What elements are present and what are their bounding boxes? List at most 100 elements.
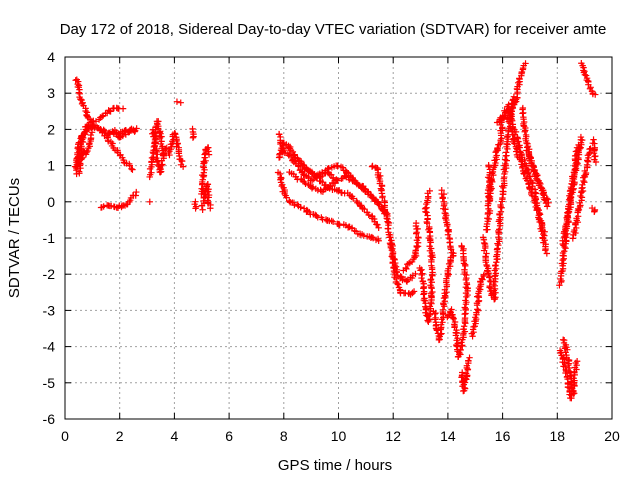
data-point	[541, 228, 548, 235]
data-point	[178, 157, 186, 165]
data-point	[421, 205, 429, 212]
data-point	[418, 274, 425, 282]
data-point	[177, 99, 184, 106]
data-point	[289, 157, 296, 164]
data-point	[508, 117, 516, 124]
data-point	[420, 291, 427, 298]
data-point	[562, 349, 569, 356]
data-point	[368, 233, 376, 241]
data-point	[535, 180, 543, 187]
data-point	[334, 177, 341, 184]
data-point	[587, 84, 594, 91]
data-point	[427, 276, 435, 283]
data-point	[450, 315, 457, 322]
data-point	[75, 168, 83, 175]
data-point	[524, 143, 532, 150]
data-point	[544, 196, 551, 203]
data-point	[485, 162, 492, 169]
data-point	[577, 133, 585, 141]
data-point	[154, 151, 161, 158]
data-point	[544, 203, 551, 210]
data-point	[129, 166, 136, 173]
y-tick-label: 2	[47, 121, 55, 137]
data-point	[545, 199, 552, 207]
data-point	[152, 147, 160, 154]
data-point	[491, 273, 499, 280]
data-point	[420, 285, 427, 292]
data-point	[484, 226, 491, 233]
data-point	[87, 119, 94, 126]
data-point	[536, 179, 543, 186]
data-point	[369, 193, 376, 201]
x-tick-label: 10	[331, 428, 347, 444]
data-point	[301, 165, 308, 173]
data-point	[384, 218, 391, 225]
data-point	[577, 192, 584, 200]
data-point	[90, 122, 98, 129]
data-point	[466, 354, 473, 361]
data-point	[515, 143, 522, 151]
data-point	[349, 177, 356, 185]
x-tick-label: 0	[61, 428, 69, 444]
data-point	[349, 195, 357, 202]
data-points	[71, 60, 600, 402]
data-point	[105, 138, 112, 145]
data-point	[276, 170, 284, 178]
data-point	[592, 91, 599, 98]
y-tick-label: -6	[43, 411, 56, 427]
data-point	[389, 259, 396, 267]
data-point	[199, 206, 206, 213]
data-point	[420, 296, 428, 304]
data-point	[441, 209, 448, 217]
x-tick-label: 4	[171, 428, 179, 444]
data-point	[339, 164, 346, 171]
data-point	[383, 215, 390, 222]
data-point	[203, 182, 210, 190]
data-point	[561, 359, 568, 366]
data-point	[521, 170, 528, 178]
data-point	[462, 370, 470, 377]
data-point	[119, 105, 127, 112]
data-point	[325, 165, 332, 172]
data-point	[587, 145, 594, 152]
data-point	[499, 113, 507, 121]
y-tick-label: -4	[43, 339, 56, 355]
data-point	[375, 224, 382, 232]
axis-ticks	[64, 56, 613, 420]
data-point	[334, 162, 341, 169]
data-point	[360, 185, 368, 192]
data-point	[153, 158, 161, 165]
data-point	[300, 171, 307, 178]
data-point	[75, 89, 83, 96]
y-tick-label: 1	[47, 158, 55, 174]
data-point	[482, 258, 490, 266]
x-tick-label: 2	[116, 428, 124, 444]
data-point	[573, 358, 581, 365]
data-point	[480, 239, 488, 247]
data-point	[283, 194, 290, 201]
x-tick-label: 12	[385, 428, 401, 444]
data-point	[473, 293, 481, 300]
data-point	[84, 123, 91, 130]
data-point	[409, 289, 416, 296]
data-point	[365, 211, 372, 219]
data-point	[461, 304, 468, 311]
data-point	[291, 151, 298, 158]
data-point	[562, 222, 569, 230]
data-point	[567, 183, 575, 191]
data-point	[485, 215, 493, 223]
data-point	[522, 60, 529, 67]
data-point	[433, 327, 441, 334]
data-point	[333, 176, 340, 183]
data-point	[521, 156, 528, 164]
chart-title: Day 172 of 2018, Sidereal Day-to-day VTE…	[60, 21, 607, 38]
data-point	[438, 187, 445, 194]
data-point	[486, 193, 494, 201]
data-point	[445, 226, 452, 233]
data-point	[524, 170, 532, 177]
data-point	[480, 271, 488, 278]
data-point	[100, 203, 107, 210]
data-point	[475, 307, 482, 314]
data-point	[163, 144, 170, 152]
data-point	[479, 276, 486, 283]
